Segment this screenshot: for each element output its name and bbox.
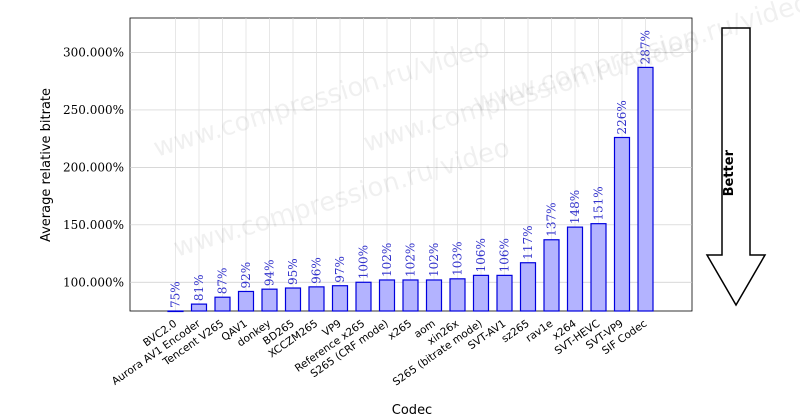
bar: [308, 286, 325, 312]
data-label: 92%: [239, 262, 253, 289]
data-label: 81%: [192, 274, 206, 301]
data-label: 106%: [474, 238, 488, 272]
bar: [331, 285, 349, 312]
data-label: 137%: [545, 202, 559, 236]
bar: [355, 281, 372, 312]
bar: [519, 262, 537, 312]
data-label: 87%: [216, 268, 230, 295]
bar: [496, 274, 513, 312]
data-label: 75%: [169, 281, 183, 308]
bar: [637, 66, 654, 312]
x-tick-label: rav1e: [524, 318, 556, 345]
data-label: 102%: [404, 243, 418, 277]
bar: [378, 279, 396, 312]
data-label: 96%: [310, 257, 324, 284]
bar: [214, 296, 231, 312]
data-label: 102%: [427, 243, 441, 277]
data-label: 102%: [380, 243, 394, 277]
y-tick-label: 200.000%: [63, 160, 124, 174]
data-label: 117%: [521, 225, 535, 259]
data-label: 100%: [357, 245, 371, 279]
bar: [402, 279, 419, 312]
data-label: 287%: [639, 30, 653, 64]
data-label: 226%: [615, 100, 629, 134]
bar: [284, 287, 302, 312]
bar: [261, 288, 278, 312]
y-tick-label: 300.000%: [63, 45, 124, 59]
y-axis: 100.000% 150.000% 200.000% 250.000% 300.000%: [63, 45, 124, 289]
better-arrow-icon: [705, 27, 767, 307]
data-label: 97%: [333, 256, 347, 283]
bar: [613, 136, 631, 312]
data-label: 151%: [592, 186, 606, 220]
bar: [543, 239, 560, 312]
data-label: 148%: [568, 190, 582, 224]
y-tick-label: 250.000%: [63, 103, 124, 117]
x-axis-label: Codec: [392, 403, 432, 418]
bar: [190, 303, 208, 312]
bar: [425, 279, 443, 312]
data-label: 106%: [498, 238, 512, 272]
bar: [590, 223, 607, 312]
data-label: 94%: [263, 259, 277, 286]
better-label: Better: [722, 150, 737, 197]
x-tick-label: x265: [386, 318, 414, 343]
grid: [129, 17, 693, 312]
data-label: 103%: [451, 242, 465, 276]
bar: [167, 310, 184, 313]
y-tick-label: 150.000%: [63, 218, 124, 232]
y-tick-label: 100.000%: [63, 275, 124, 289]
bar: [472, 274, 490, 312]
bars: 75% 81% 87% 92% 94% 95% 96% 97% 100% 102% 102% 102%…: [167, 30, 654, 313]
y-axis-label: Average relative bitrate: [39, 88, 54, 242]
data-label: 95%: [286, 258, 300, 285]
bar: [566, 226, 584, 312]
bar: [449, 278, 466, 312]
bar: [237, 290, 255, 312]
